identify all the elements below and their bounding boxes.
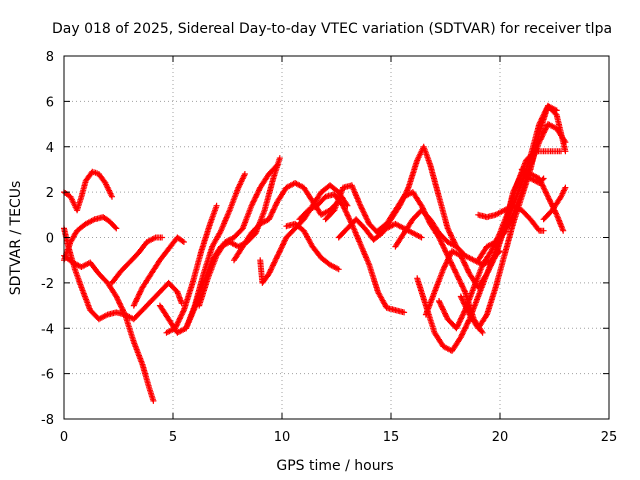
x-tick-label: 15 — [383, 430, 400, 445]
plus-markers — [196, 161, 281, 309]
y-tick-label: -8 — [41, 413, 54, 428]
series-arc-5 — [109, 234, 166, 286]
axis-ticks: 0 5 10 15 20 25 -8 -6 -4 -2 0 2 4 6 8 — [41, 50, 617, 445]
series-arc-10 — [196, 161, 281, 309]
series-arc-13 — [283, 220, 342, 273]
chart-title: Day 018 of 2025, Sidereal Day-to-day VTE… — [52, 21, 612, 37]
plus-markers — [130, 234, 187, 309]
y-tick-label: 8 — [46, 50, 54, 65]
plus-markers — [283, 220, 342, 273]
plus-markers — [540, 184, 569, 223]
series-arc-18 — [392, 207, 503, 268]
plus-markers — [156, 171, 248, 336]
plus-markers — [109, 234, 166, 286]
plus-markers — [183, 155, 283, 332]
plus-markers — [296, 191, 408, 316]
plus-markers — [61, 168, 115, 214]
x-tick-label: 5 — [169, 430, 177, 445]
plus-markers — [475, 202, 547, 234]
y-tick-label: -2 — [41, 277, 54, 292]
series-arc-23 — [475, 121, 569, 264]
x-tick-label: 25 — [601, 430, 618, 445]
series-arc-9 — [183, 155, 283, 332]
y-axis-label: SDTVAR / TECUs — [8, 181, 24, 296]
series-arc-7 — [156, 171, 248, 336]
x-axis-label: GPS time / hours — [276, 458, 393, 474]
plus-markers — [163, 202, 220, 336]
plus-markers — [392, 207, 503, 268]
series-arc-8 — [163, 202, 220, 336]
series-arc-6 — [130, 234, 187, 309]
data-marks — [61, 102, 569, 404]
x-tick-label: 10 — [274, 430, 291, 445]
series-arc-14 — [296, 191, 408, 316]
y-tick-label: 6 — [46, 95, 54, 110]
y-tick-label: 0 — [46, 232, 54, 247]
series-arc-26 — [540, 184, 569, 223]
y-tick-label: -6 — [41, 368, 54, 383]
y-tick-label: 2 — [46, 186, 54, 201]
plus-markers — [475, 121, 569, 264]
y-tick-label: -4 — [41, 322, 54, 337]
y-tick-label: 4 — [46, 141, 54, 156]
series-arc-24 — [475, 202, 547, 234]
series-arc-1 — [61, 168, 115, 214]
x-tick-label: 20 — [492, 430, 509, 445]
x-tick-label: 0 — [60, 430, 68, 445]
